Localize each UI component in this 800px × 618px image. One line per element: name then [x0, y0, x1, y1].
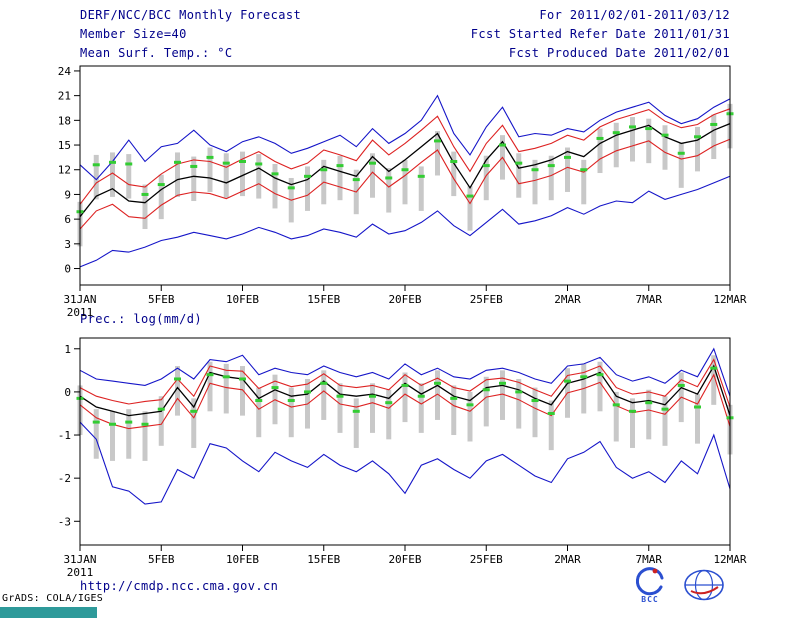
temperature-chart: 0 3 6 9 12 15 18 21 24 31JAN 5FEB 10FEB 15FEB 20FEB 25…	[58, 65, 747, 319]
precipitation-chart-title: Prec.: log(mm/d)	[80, 312, 202, 326]
svg-text:18: 18	[58, 114, 71, 127]
temperature-line-minus-sigma	[79, 138, 731, 230]
precipitation-y-axis: -3 -2 -1 0 1	[58, 343, 80, 528]
ncc-globe-logo	[684, 569, 724, 601]
source-url: http://cmdp.ncc.cma.gov.cn	[80, 579, 279, 593]
svg-text:12MAR: 12MAR	[713, 553, 746, 566]
forecast-range-label: For 2011/02/01-2011/03/12	[539, 8, 730, 22]
svg-text:25FEB: 25FEB	[470, 553, 503, 566]
svg-text:20FEB: 20FEB	[388, 553, 421, 566]
svg-text:24: 24	[58, 65, 72, 78]
svg-text:1: 1	[64, 343, 71, 356]
precipitation-line-minus-sigma	[79, 373, 731, 430]
bcc-logo-swirl	[635, 567, 664, 596]
precipitation-spread-bars	[77, 355, 733, 461]
temperature-line-ensemble-mean	[79, 122, 731, 218]
svg-text:2MAR: 2MAR	[554, 553, 581, 566]
svg-text:15FEB: 15FEB	[307, 553, 340, 566]
svg-text:2011: 2011	[67, 566, 94, 579]
svg-text:7MAR: 7MAR	[636, 553, 663, 566]
svg-text:10FEB: 10FEB	[226, 553, 259, 566]
precipitation-line-ensemble-min	[79, 421, 731, 505]
svg-text:-1: -1	[58, 429, 71, 442]
temperature-x-axis: 31JAN 5FEB 10FEB 15FEB 20FEB 25FEB 2MAR 7MAR 12M…	[63, 285, 747, 319]
temperature-chart-title: Mean Surf. Temp.: °C	[80, 46, 233, 60]
svg-text:10FEB: 10FEB	[226, 293, 259, 306]
svg-text:20FEB: 20FEB	[388, 293, 421, 306]
precipitation-x-axis: 31JAN 5FEB 10FEB 15FEB 20FEB 25FEB 2MAR 7MAR 12M…	[63, 545, 747, 579]
temperature-line-ensemble-max	[79, 94, 731, 181]
svg-text:7MAR: 7MAR	[636, 293, 663, 306]
precipitation-line-plus-sigma	[79, 358, 731, 408]
svg-text:21: 21	[58, 90, 71, 103]
page-title: DERF/NCC/BCC Monthly Forecast	[80, 8, 302, 22]
svg-text:31JAN: 31JAN	[63, 293, 96, 306]
grads-taskbar	[0, 607, 97, 618]
member-size-label: Member Size=40	[80, 27, 187, 41]
temperature-y-axis: 0 3 6 9 12 15 18 21 24	[58, 65, 80, 276]
temperature-line-ensemble-min	[79, 175, 731, 268]
svg-text:9: 9	[64, 188, 71, 201]
temperature-line-plus-sigma	[79, 108, 731, 205]
produced-date-label: Fcst Produced Date 2011/02/01	[508, 46, 730, 60]
svg-text:15FEB: 15FEB	[307, 293, 340, 306]
temperature-observation-markers	[76, 112, 734, 214]
svg-text:5FEB: 5FEB	[148, 553, 175, 566]
svg-text:12: 12	[58, 164, 71, 177]
globe-red-swoosh	[690, 586, 719, 595]
bcc-logo-label: BCC	[641, 595, 658, 604]
svg-text:3: 3	[64, 238, 71, 251]
precipitation-chart: -3 -2 -1 0 1 31JAN 5FEB 10FEB 15FEB 20FEB 25FEB 2MA…	[58, 337, 747, 579]
grads-credit: GrADS: COLA/IGES	[2, 593, 104, 604]
svg-text:31JAN: 31JAN	[63, 553, 96, 566]
precipitation-line-ensemble-max	[79, 347, 731, 397]
bcc-logo-dot	[652, 568, 658, 574]
svg-text:6: 6	[64, 213, 71, 226]
svg-text:12MAR: 12MAR	[713, 293, 746, 306]
svg-text:0: 0	[64, 263, 71, 276]
svg-text:-3: -3	[58, 515, 71, 528]
svg-text:2MAR: 2MAR	[554, 293, 581, 306]
bcc-logo: BCC	[635, 567, 664, 604]
precipitation-line-ensemble-mean	[79, 364, 731, 417]
svg-text:25FEB: 25FEB	[470, 293, 503, 306]
svg-text:0: 0	[64, 386, 71, 399]
svg-text:5FEB: 5FEB	[148, 293, 175, 306]
svg-text:-2: -2	[58, 472, 71, 485]
precipitation-observation-markers	[76, 366, 734, 426]
refer-date-label: Fcst Started Refer Date 2011/01/31	[470, 27, 730, 41]
svg-text:15: 15	[58, 139, 71, 152]
svg-text:2011: 2011	[67, 306, 94, 319]
